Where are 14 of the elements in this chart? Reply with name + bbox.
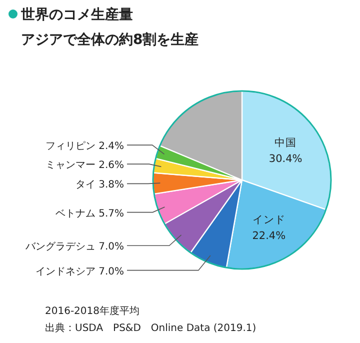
chart-subtitle: アジアで全体の約8割を生産 (21, 31, 199, 48)
slice-label: インドネシア 7.0% (35, 266, 124, 278)
slice-label: 中国 (274, 136, 297, 150)
slice-label: インド (252, 214, 286, 226)
slice-label: ミャンマー 2.6% (45, 160, 124, 172)
chart-title: 世界のコメ生産量 (20, 6, 133, 23)
data-label: 22.4% (252, 230, 286, 242)
slice-label: ベトナム 5.7% (55, 208, 124, 220)
slice-label: バングラデシュ 7.0% (24, 242, 124, 253)
data-label: 30.4% (268, 153, 302, 166)
slice-label: フィリピン 2.4% (45, 141, 124, 152)
slice-label: タイ 3.8% (75, 180, 124, 191)
source-note: 出典：USDA PS&D Online Data (2019.1) (45, 322, 256, 334)
text: 2016-2018年度平均 (45, 305, 140, 317)
